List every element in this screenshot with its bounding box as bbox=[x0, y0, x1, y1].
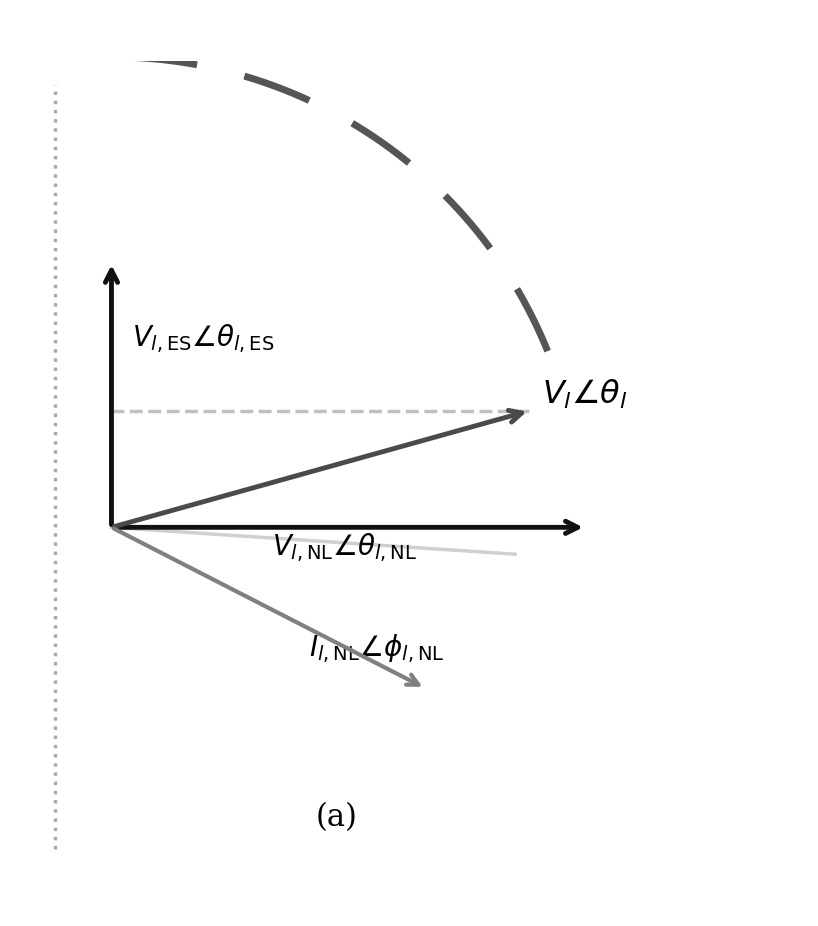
Text: $V_l\angle\theta_l$: $V_l\angle\theta_l$ bbox=[542, 378, 627, 411]
Text: (a): (a) bbox=[316, 802, 357, 832]
Text: $I_{l,\mathrm{NL}}\angle\phi_{l,\mathrm{NL}}$: $I_{l,\mathrm{NL}}\angle\phi_{l,\mathrm{… bbox=[309, 632, 445, 665]
Text: $V_{l,\mathrm{NL}}\angle\theta_{l,\mathrm{NL}}$: $V_{l,\mathrm{NL}}\angle\theta_{l,\mathr… bbox=[272, 532, 417, 564]
Text: $V_{l,\mathrm{ES}}\angle\theta_{l,\mathrm{ES}}$: $V_{l,\mathrm{ES}}\angle\theta_{l,\mathr… bbox=[132, 322, 274, 355]
